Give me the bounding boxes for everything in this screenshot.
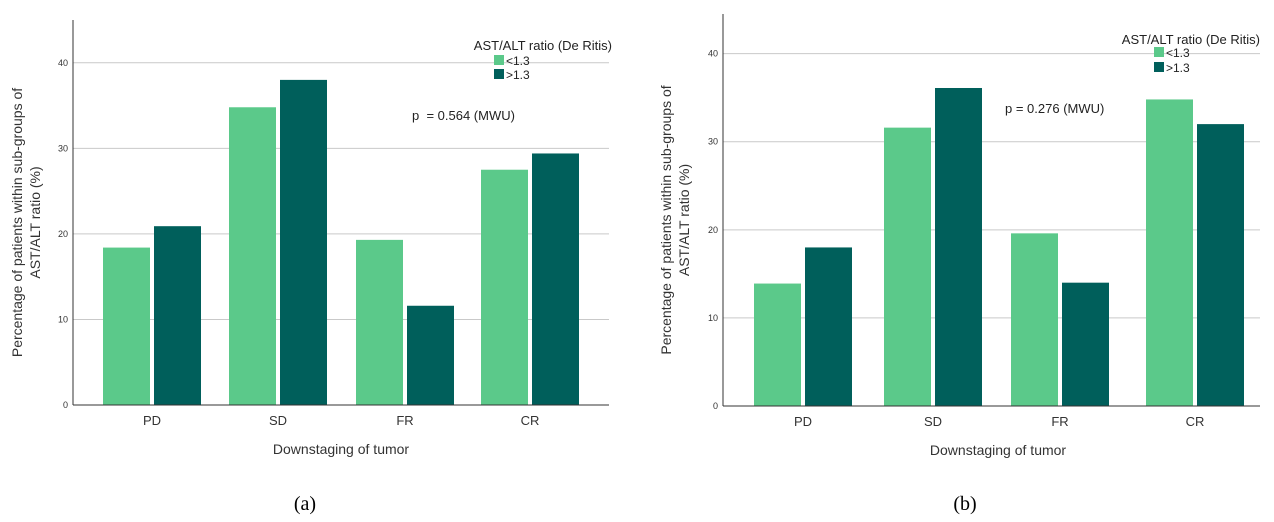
legend-swatch-high bbox=[1154, 62, 1164, 72]
y-axis-label-line-1: Percentage of patients within sub-groups… bbox=[658, 85, 674, 354]
y-tick-label: 0 bbox=[713, 401, 718, 411]
legend-title: AST/ALT ratio (De Ritis) bbox=[474, 38, 612, 53]
bar-fr-high bbox=[1062, 282, 1109, 406]
bar-pd-high bbox=[805, 247, 852, 406]
bar-sd-low bbox=[229, 107, 276, 406]
x-ticks: PD SD FR CR bbox=[794, 414, 1204, 429]
x-axis-label: Downstaging of tumor bbox=[273, 441, 410, 457]
bar-sd-high bbox=[935, 87, 982, 406]
x-tick-label: SD bbox=[269, 413, 287, 428]
x-tick-label: FR bbox=[1051, 414, 1068, 429]
legend-label-low: <1.3 bbox=[1166, 46, 1190, 60]
bar-fr-low bbox=[1011, 233, 1058, 406]
bar-fr-low bbox=[356, 239, 403, 405]
legend-label-high: >1.3 bbox=[1166, 61, 1190, 75]
x-ticks: PD SD FR CR bbox=[143, 413, 539, 428]
y-tick-label: 20 bbox=[708, 225, 718, 235]
p-value-annotation: p = 0.564 (MWU) bbox=[412, 108, 515, 123]
panel-label: (a) bbox=[294, 493, 316, 515]
bar-cr-high bbox=[532, 153, 579, 405]
bar-cr-low bbox=[1146, 99, 1193, 406]
p-value-annotation: p = 0.276 (MWU) bbox=[1005, 101, 1104, 116]
y-tick-label: 0 bbox=[63, 400, 68, 410]
legend-title: AST/ALT ratio (De Ritis) bbox=[1122, 32, 1260, 47]
x-tick-label: PD bbox=[143, 413, 161, 428]
bar-cr-low bbox=[481, 169, 528, 405]
bar-fr-high bbox=[407, 305, 454, 405]
y-axis-label-line-2: AST/ALT ratio (%) bbox=[676, 164, 692, 276]
panel-label: (b) bbox=[953, 493, 976, 515]
x-tick-label: PD bbox=[794, 414, 812, 429]
bar-sd-high bbox=[280, 79, 327, 405]
gridlines bbox=[73, 62, 609, 320]
bar-pd-low bbox=[754, 283, 801, 406]
y-tick-label: 10 bbox=[708, 313, 718, 323]
y-tick-label: 30 bbox=[58, 143, 68, 153]
y-tick-label: 10 bbox=[58, 314, 68, 324]
x-tick-label: FR bbox=[396, 413, 413, 428]
bar-pd-high bbox=[154, 226, 201, 405]
y-tick-label: 40 bbox=[708, 49, 718, 59]
bar-pd-low bbox=[103, 247, 150, 405]
y-tick-label: 40 bbox=[58, 58, 68, 68]
x-axis-label: Downstaging of tumor bbox=[930, 442, 1067, 458]
x-tick-label: CR bbox=[1186, 414, 1205, 429]
y-ticks: 0 10 20 30 40 bbox=[58, 58, 68, 410]
bar-sd-low bbox=[884, 127, 931, 406]
bars bbox=[103, 79, 579, 406]
bar-cr-high bbox=[1197, 124, 1244, 406]
legend-label-low: <1.3 bbox=[506, 54, 530, 68]
y-ticks: 0 10 20 30 40 bbox=[708, 49, 718, 411]
legend-swatch-low bbox=[1154, 47, 1164, 57]
legend-label-high: >1.3 bbox=[506, 68, 530, 82]
x-tick-label: SD bbox=[924, 414, 942, 429]
y-axis-label-line-1: Percentage of patients within sub-groups… bbox=[9, 88, 25, 357]
y-tick-label: 30 bbox=[708, 137, 718, 147]
y-axis-label-line-2: AST/ALT ratio (%) bbox=[27, 166, 43, 278]
x-tick-label: CR bbox=[521, 413, 540, 428]
legend-swatch-low bbox=[494, 55, 504, 65]
bars bbox=[754, 87, 1244, 406]
legend-swatch-high bbox=[494, 69, 504, 79]
y-tick-label: 20 bbox=[58, 229, 68, 239]
